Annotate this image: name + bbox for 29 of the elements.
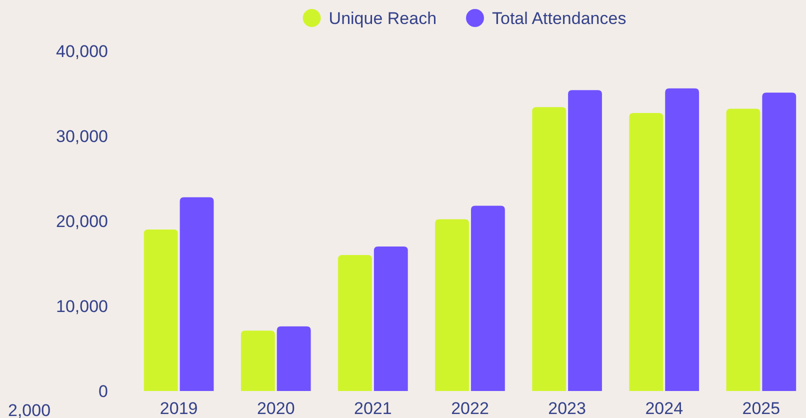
text: 2,000 <box>8 401 51 418</box>
bar <box>665 88 700 391</box>
y-tick-label: 20,000 <box>56 212 108 231</box>
x-tick-label: 2019 <box>160 399 198 418</box>
legend-label: Unique Reach <box>328 8 437 28</box>
bar <box>338 255 372 391</box>
x-tick-label: 2021 <box>354 399 392 418</box>
y-tick-label: 40,000 <box>56 42 108 61</box>
bar <box>144 230 178 391</box>
legend-label: Total Attendances <box>492 8 626 28</box>
bar <box>532 107 566 391</box>
bar <box>240 330 275 391</box>
y-tick-label: 30,000 <box>56 126 108 146</box>
x-tick-label: 2020 <box>256 399 295 418</box>
x-tick-label: 2024 <box>645 399 684 418</box>
bar <box>471 206 505 391</box>
bar <box>726 108 760 391</box>
bar <box>762 92 796 391</box>
y-tick-label: 0 <box>98 382 108 401</box>
x-tick-label: 2023 <box>548 399 586 418</box>
x-tick-label: 2025 <box>742 399 780 418</box>
y-tick-label: 10,000 <box>56 296 108 316</box>
bar <box>276 326 311 391</box>
x-tick-label: 2022 <box>451 399 489 418</box>
bar <box>374 246 408 391</box>
bar <box>568 90 602 391</box>
bar <box>180 197 214 391</box>
bar <box>435 219 469 391</box>
bar <box>629 113 664 391</box>
